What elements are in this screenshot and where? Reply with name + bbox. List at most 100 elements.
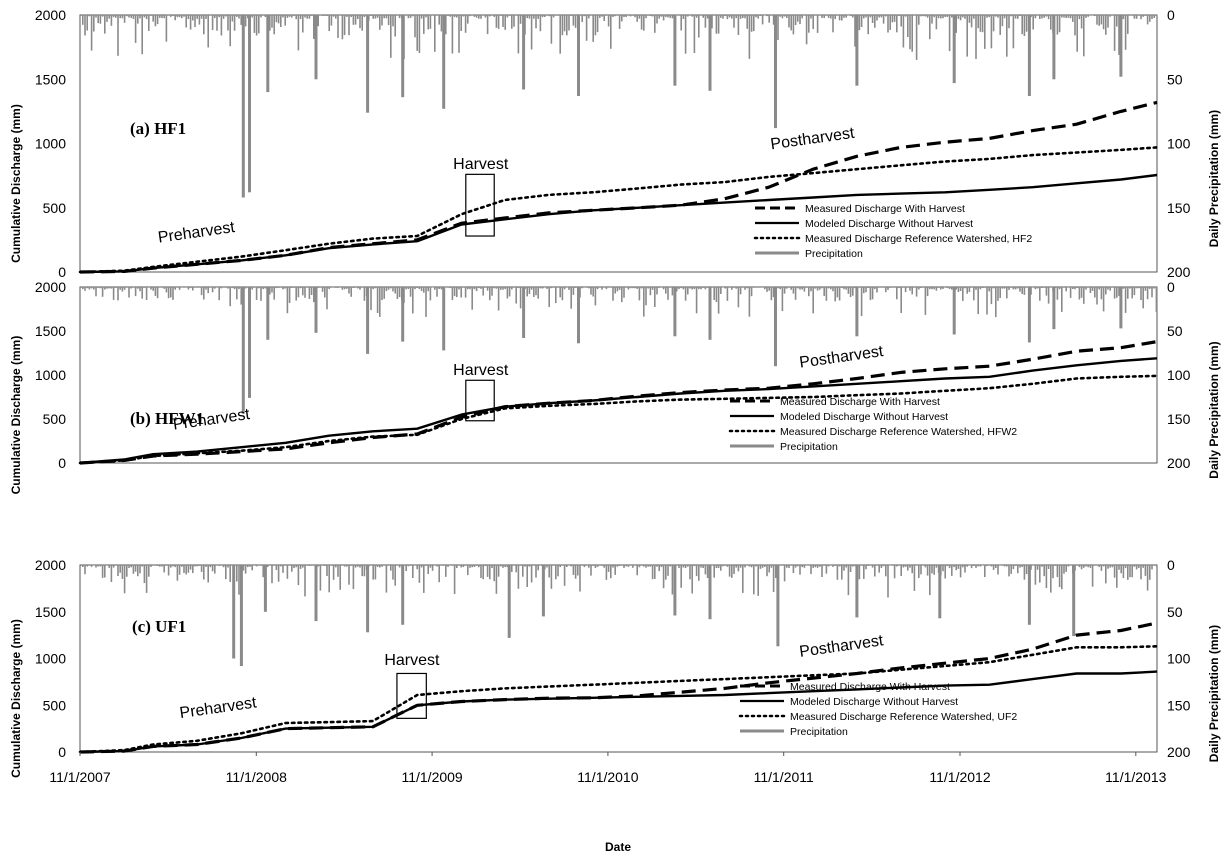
x-tick-label: 11/1/2008 — [226, 769, 287, 785]
precipitation-bar — [263, 565, 267, 612]
y-axis-label: Cumulative Discharge (mm) — [9, 104, 23, 263]
precipitation-bar — [673, 565, 677, 616]
panel-label: (a) HF1 — [130, 119, 186, 138]
plot-frame — [79, 564, 1158, 753]
plot-frame — [79, 286, 1158, 464]
y2-tick-label: 150 — [1167, 697, 1191, 713]
legend-label: Modeled Discharge Without Harvest — [780, 411, 948, 423]
precipitation-bar — [241, 15, 245, 198]
legend-label: Measured Discharge Reference Watershed, … — [790, 711, 1017, 723]
y-tick-label: 1500 — [35, 323, 66, 339]
y2-tick-label: 200 — [1167, 264, 1191, 280]
precipitation-bar — [401, 287, 405, 342]
reference-discharge-line — [78, 374, 1159, 465]
y2-axis-label: Daily Precipitation (mm) — [1207, 341, 1221, 478]
legend-label: Precipitation — [780, 441, 838, 453]
y-tick-label: 0 — [58, 264, 66, 280]
y2-axis-label: Daily Precipitation (mm) — [1207, 110, 1221, 247]
legend-label: Measured Discharge With Harvest — [790, 681, 950, 693]
y-tick-label: 2000 — [35, 557, 66, 573]
precipitation-bar — [442, 287, 446, 351]
y-tick-label: 1500 — [35, 604, 66, 620]
precipitation-bar — [314, 15, 318, 80]
precipitation-bar — [401, 15, 405, 98]
precipitation-bar — [522, 287, 526, 338]
precipitation-bar — [248, 287, 251, 398]
precipitation-bar — [673, 15, 677, 86]
precipitation-bar — [855, 565, 859, 618]
panel-label: (c) UF1 — [132, 617, 186, 636]
y-tick-label: 500 — [43, 697, 67, 713]
y2-axis-label: Daily Precipitation (mm) — [1207, 625, 1221, 762]
x-tick-label: 11/1/2011 — [754, 769, 814, 785]
y2-tick-label: 200 — [1167, 455, 1191, 471]
precipitation-bar — [266, 287, 270, 340]
precipitation-bar — [1072, 565, 1076, 637]
measured-discharge-line — [79, 100, 1158, 274]
y2-tick-label: 100 — [1167, 651, 1191, 667]
y2-tick-label: 200 — [1167, 744, 1191, 760]
annotation-harvest: Harvest — [453, 156, 509, 173]
precipitation-bar — [366, 565, 370, 633]
x-tick-label: 11/1/2007 — [49, 769, 110, 785]
harvest-box — [465, 173, 495, 237]
plot-frame — [79, 14, 1158, 273]
y-tick-label: 0 — [58, 455, 66, 471]
modeled-discharge-line — [79, 670, 1158, 754]
precipitation-bar — [1027, 565, 1031, 625]
legend-label: Measured Discharge With Harvest — [805, 203, 965, 215]
precipitation-bar — [1052, 287, 1056, 330]
precipitation-bar — [708, 15, 712, 91]
precipitation-bar — [314, 565, 318, 622]
precipitation-bar — [266, 15, 270, 93]
precipitation-bar — [673, 287, 677, 337]
y-tick-label: 500 — [43, 411, 67, 427]
legend-label: Precipitation — [790, 726, 848, 738]
y2-tick-label: 0 — [1167, 557, 1175, 573]
precipitation-bar — [855, 287, 859, 337]
precipitation-bar — [248, 15, 251, 193]
harvest-box — [396, 672, 427, 719]
y-tick-label: 1000 — [35, 367, 66, 383]
precipitation-bar — [366, 287, 370, 354]
y2-tick-label: 50 — [1167, 71, 1183, 87]
y2-tick-label: 100 — [1167, 367, 1191, 383]
precipitation-bar — [776, 565, 780, 647]
annotation-preharvest: Preharvest — [157, 219, 237, 247]
legend: Measured Discharge With Harvest Modeled D… — [738, 681, 1017, 738]
legend-label: Measured Discharge Reference Watershed, … — [780, 426, 1017, 438]
annotation-preharvest: Preharvest — [179, 694, 259, 722]
y-tick-label: 2000 — [35, 279, 66, 295]
y2-tick-label: 0 — [1167, 279, 1175, 295]
y2-tick-label: 150 — [1167, 411, 1191, 427]
precipitation-bar — [232, 565, 236, 659]
modeled-discharge-line — [79, 357, 1158, 465]
precipitation-bar — [366, 15, 370, 113]
precipitation-bar — [401, 565, 405, 625]
annotation-postharvest: Postharvest — [798, 632, 885, 661]
precipitation-bar — [708, 287, 712, 340]
y2-tick-label: 50 — [1167, 323, 1183, 339]
x-tick-label: 11/1/2013 — [1105, 769, 1166, 785]
precipitation-bar — [522, 15, 526, 90]
legend: Measured Discharge With Harvest Modeled D… — [728, 396, 1017, 453]
precipitation-bar — [938, 565, 942, 619]
precipitation-bar — [442, 15, 446, 109]
x-axis-label: Date — [605, 840, 631, 854]
panel-label: (b) HFW1 — [130, 409, 204, 428]
x-tick-label: 11/1/2009 — [401, 769, 462, 785]
y2-tick-label: 0 — [1167, 7, 1175, 23]
precipitation-bar — [855, 15, 859, 86]
y-tick-label: 2000 — [35, 7, 66, 23]
legend: Measured Discharge With Harvest Modeled D… — [753, 203, 1032, 260]
y2-tick-label: 100 — [1167, 136, 1191, 152]
precipitation-bar — [952, 15, 956, 84]
modeled-discharge-line — [79, 173, 1158, 274]
annotation-harvest: Harvest — [384, 652, 440, 669]
y-tick-label: 1000 — [35, 651, 66, 667]
x-tick-label: 11/1/2010 — [577, 769, 638, 785]
reference-discharge-line — [78, 146, 1159, 274]
precipitation-bar — [1027, 15, 1031, 96]
precipitation-bar — [708, 565, 712, 620]
